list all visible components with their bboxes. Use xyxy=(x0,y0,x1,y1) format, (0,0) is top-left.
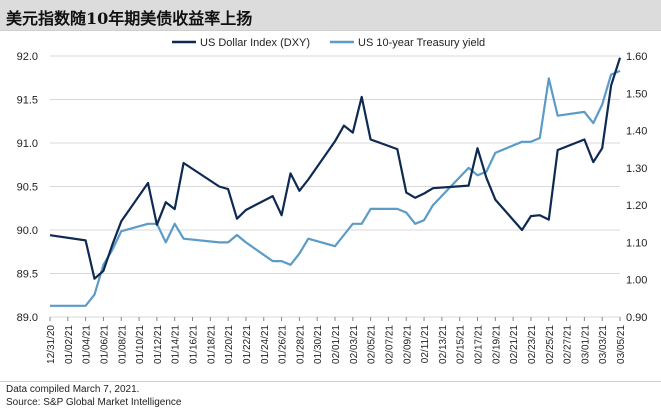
treasury-yield-line xyxy=(50,69,621,307)
left-tick-label: 89.5 xyxy=(17,269,38,281)
x-axis-ticks: 12/31/20 01/02/21 01/04/21 01/06/21 01/08/21… xyxy=(46,317,627,364)
right-tick-label: 1.10 xyxy=(626,237,647,249)
legend-label: US 10-year Treasury yield xyxy=(358,37,485,49)
footnotes: Data compiled March 7, 2021. Source: S&P… xyxy=(6,383,181,409)
x-tick-label: 01/08/21 xyxy=(117,325,128,364)
x-tick-label: 02/09/21 xyxy=(402,325,413,364)
gridlines xyxy=(50,55,620,318)
legend-label: US Dollar Index (DXY) xyxy=(200,37,310,49)
left-tick-label: 91.5 xyxy=(17,95,38,107)
legend: US Dollar Index (DXY) US 10-year Treasury… xyxy=(172,37,485,49)
right-tick-label: 1.50 xyxy=(626,88,647,100)
x-tick-label: 02/23/21 xyxy=(527,325,538,364)
left-tick-label: 90.0 xyxy=(17,225,38,237)
x-tick-label: 01/04/21 xyxy=(82,325,93,364)
title-bar: 美元指数随10年期美债收益率上扬 xyxy=(0,0,661,30)
right-tick-label: 1.40 xyxy=(626,126,647,138)
x-tick-label: 01/16/21 xyxy=(189,325,200,364)
x-tick-label: 02/11/21 xyxy=(420,325,431,364)
right-tick-label: 1.00 xyxy=(626,275,647,287)
x-tick-label: 02/07/21 xyxy=(384,325,395,364)
x-tick-label: 02/25/21 xyxy=(545,325,556,364)
x-tick-label: 02/19/21 xyxy=(491,325,502,364)
x-tick-label: 01/30/21 xyxy=(313,325,324,364)
x-tick-label: 01/14/21 xyxy=(171,325,182,364)
dxy-line xyxy=(49,57,622,280)
x-tick-label: 01/24/21 xyxy=(260,325,271,364)
x-tick-label: 02/05/21 xyxy=(367,325,378,364)
x-tick-label: 02/27/21 xyxy=(563,325,574,364)
x-tick-label: 01/10/21 xyxy=(135,325,146,364)
x-tick-label: 01/26/21 xyxy=(278,325,289,364)
right-tick-label: 1.30 xyxy=(626,163,647,175)
data-compiled-note: Data compiled March 7, 2021. xyxy=(6,384,140,395)
x-tick-label: 02/15/21 xyxy=(456,325,467,364)
left-tick-label: 91.0 xyxy=(17,138,38,150)
plot-frame: 89.0 89.5 90.0 90.5 91.0 91.5 92.0 0.90 1.00 1.1… xyxy=(0,30,661,382)
chart-title: 美元指数随10年期美债收益率上扬 xyxy=(6,9,253,28)
x-tick-label: 03/01/21 xyxy=(580,325,591,364)
source-note: Source: S&P Global Market Intelligence xyxy=(6,397,182,408)
x-tick-label: 02/17/21 xyxy=(474,325,485,364)
x-tick-label: 02/01/21 xyxy=(331,325,342,364)
line-chart: 89.0 89.5 90.0 90.5 91.0 91.5 92.0 0.90 1.00 1.1… xyxy=(17,37,648,364)
left-axis-ticks: 89.0 89.5 90.0 90.5 91.0 91.5 92.0 xyxy=(17,51,38,324)
x-tick-label: 01/12/21 xyxy=(153,325,164,364)
x-tick-label: 01/28/21 xyxy=(295,325,306,364)
x-tick-label: 12/31/20 xyxy=(46,325,57,364)
series-lines xyxy=(49,57,622,307)
x-tick-label: 02/21/21 xyxy=(509,325,520,364)
right-tick-label: 1.60 xyxy=(626,51,647,63)
left-tick-label: 90.5 xyxy=(17,182,38,194)
right-axis-ticks: 0.90 1.00 1.10 1.20 1.30 1.40 1.50 1.60 xyxy=(626,51,647,324)
right-tick-label: 1.20 xyxy=(626,200,647,212)
x-tick-label: 02/13/21 xyxy=(438,325,449,364)
left-tick-label: 92.0 xyxy=(17,51,38,63)
x-tick-label: 03/03/21 xyxy=(598,325,609,364)
left-tick-label: 89.0 xyxy=(17,312,38,324)
x-tick-label: 01/02/21 xyxy=(64,325,75,364)
x-tick-label: 01/20/21 xyxy=(224,325,235,364)
x-tick-label: 01/06/21 xyxy=(99,325,110,364)
x-tick-label: 03/05/21 xyxy=(616,325,627,364)
right-tick-label: 0.90 xyxy=(626,312,647,324)
x-tick-label: 01/22/21 xyxy=(242,325,253,364)
x-tick-label: 02/03/21 xyxy=(349,325,360,364)
x-tick-label: 01/18/21 xyxy=(206,325,217,364)
